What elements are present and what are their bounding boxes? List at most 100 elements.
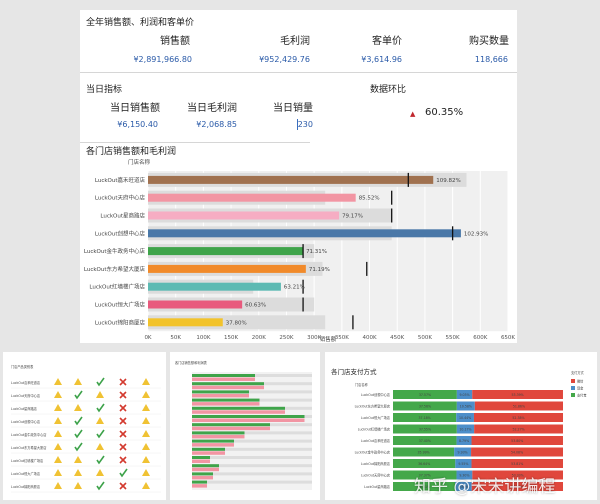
x-tick-label: 350K [335,335,349,341]
bar-value-label: 37.80% [226,320,247,326]
kpi-value-avg-price: ¥3,614.96 [361,55,402,64]
thumbnail-payment-methods[interactable]: 各门店支付方式 门店名称 LuckOut创想中心店 37.57% 9.03% 53.3… [325,352,597,500]
bar-value-label: 63.21% [284,285,305,291]
watermark-text: 知乎 @宋宋讲编程 [414,477,556,497]
segment-label: 9.30% [459,474,469,478]
segment-label: 37.40% [419,439,431,443]
table-row-label: LuckOut恒大广场店 [11,471,40,476]
payment-segment [393,447,455,457]
payment-segment [393,424,457,434]
mini-green-bar [192,480,207,484]
bar-value-label: 85.52% [359,196,380,202]
segment-label: 36.51% [418,485,430,489]
payment-row-label: LuckOut恒大广场店 [361,415,390,420]
mini-reference [192,447,312,451]
payment-row-label: LuckOut星商路店 [364,484,390,489]
mini-reference [192,480,312,484]
bar [148,300,243,309]
bar-value-label: 60.63% [245,303,266,309]
warning-icon [142,443,150,450]
x-tick-label: 150K [224,335,238,341]
mini-pink-bar [192,393,249,398]
category-header: 门店名称 [128,158,151,166]
payment-segment [456,424,475,434]
thumb3-header: 门店名称 [355,382,369,387]
category-label: LuckOut嘉禾旺道店 [95,176,146,184]
bar [148,264,306,273]
segment-label: 53.39% [512,393,524,397]
category-table: 门店产品类别表 LuckOut嘉禾旺道店 LuckOut天府中心店 LuckOut星… [11,364,161,493]
warning-icon [54,482,62,489]
x-axis-title: 销售额 [320,335,337,343]
chart-title: 各门店销售额和毛利润 [86,147,177,157]
mini-green-bar [192,406,285,410]
payment-row-label: LuckOut金牛政务中心店 [355,450,390,455]
warning-icon [54,430,62,437]
legend-label: 支付宝 [577,393,587,398]
cross-icon [119,378,127,386]
segment-label: 51.86% [513,405,525,409]
segment-label: 52.27% [512,428,524,432]
cross-icon [119,391,127,399]
kpi-label-profit: 毛利润 [280,36,310,47]
cross-icon [119,456,127,464]
bar-value-label: 79.17% [342,214,363,220]
bar-value-label: 102.93% [464,231,488,237]
summary-title: 全年销售额、利润和客单价 [86,18,195,28]
bar-value-label: 71.31% [306,249,327,255]
segment-label: 10.44% [459,416,471,420]
payment-segment [472,390,563,399]
mini-green-bar [192,423,270,427]
cross-icon [119,430,127,438]
payment-segment [474,424,563,434]
kpi-value-sales: ¥2,891,966.80 [133,55,192,64]
legend-title: 支付方式 [571,370,585,375]
mini-green-bar [192,431,245,435]
bar [148,247,304,256]
thumb1-title: 门店产品类别表 [11,364,34,369]
today-value-profit: ¥2,068.85 [196,120,237,129]
check-icon [74,429,83,439]
mini-pink-bar [192,377,255,381]
payment-row-label: LuckOut天府中心店 [361,473,390,478]
warning-icon [54,391,62,398]
bar [148,211,340,220]
check-icon [119,468,128,478]
today-label-sales: 当日销售额 [110,103,160,114]
payment-row-label: LuckOut东方希望大厦店 [355,404,390,409]
ring-title: 数据环比 [370,85,407,95]
payment-row-label: LuckOut红墙楼广场店 [358,427,390,432]
category-label: LuckOut红墙楼广场店 [89,283,145,291]
legend-label: 现金 [577,386,584,391]
payment-methods-chart: 各门店支付方式 门店名称 LuckOut创想中心店 37.57% 9.03% 53.3… [331,367,587,491]
mini-green-bar [192,398,260,402]
legend-swatch [571,379,575,383]
mini-pink-bar [192,426,270,431]
payment-segment [471,459,563,468]
mini-reference [192,456,312,459]
payment-segment [472,470,563,480]
mini-green-bar [192,472,213,476]
segment-label: 36.64% [418,462,430,466]
thumb3-title: 各门店支付方式 [331,367,377,376]
payment-row-label: LuckOut嘉禾旺道店 [361,438,390,443]
main-dashboard-panel: 全年销售额、利润和客单价 销售额 毛利润 客单价 购买数量 ¥2,891,966… [80,10,517,343]
mini-pink-bar [192,484,207,488]
today-volume-mark [297,119,298,130]
warning-icon [96,469,104,476]
x-tick-label: 50K [170,335,181,341]
mini-pink-bar [192,459,210,463]
segment-label: 9.03% [459,393,469,397]
mini-green-bar [192,456,210,459]
payment-segment [393,390,457,399]
cross-icon [119,482,127,490]
thumbnail-sales-profit-chart[interactable]: 各门店销售额和利润表 [170,352,320,500]
thumbnail-category-table[interactable]: 门店产品类别表 LuckOut嘉禾旺道店 LuckOut天府中心店 LuckOut星… [3,352,166,500]
mini-pink-bar [192,385,264,390]
payment-segment [393,413,457,422]
payment-row-label: LuckOut创想中心店 [361,392,390,397]
check-icon [74,442,83,452]
divider [80,72,517,73]
payment-segment [471,482,563,491]
today-value-volume: 230 [297,120,313,129]
